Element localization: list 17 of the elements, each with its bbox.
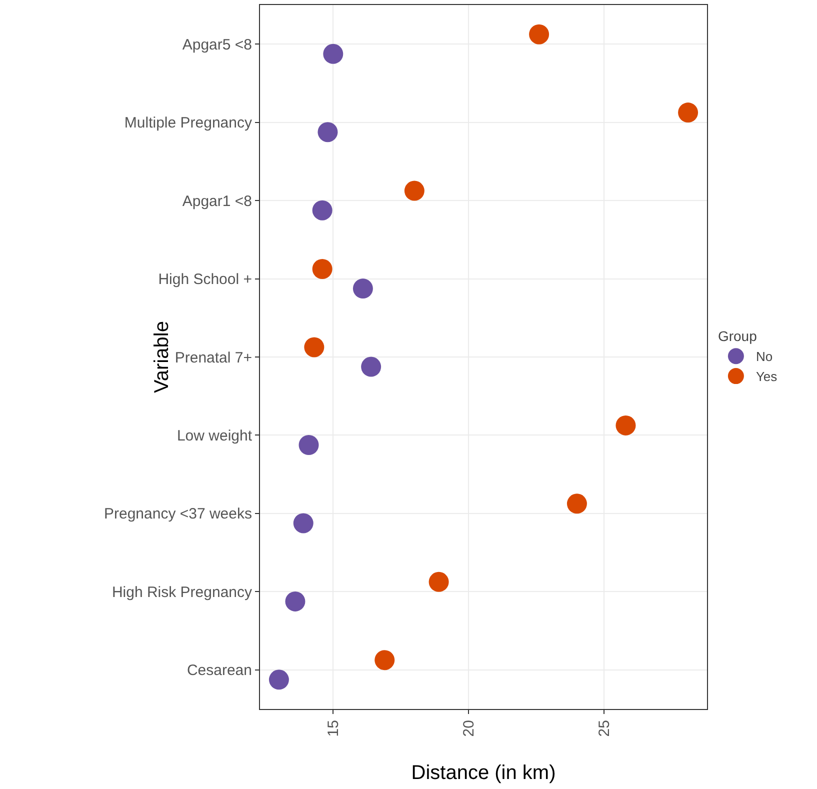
legend-title: Group xyxy=(718,328,758,344)
y-tick-label: Pregnancy <37 weeks xyxy=(104,506,252,523)
x-tick-label: 25 xyxy=(596,720,613,737)
x-tick-label: 20 xyxy=(460,720,478,737)
legend-label: Yes xyxy=(756,369,778,384)
y-tick-label: Multiple Pregnancy xyxy=(124,114,252,132)
x-axis-title: Distance (in km) xyxy=(411,762,556,784)
y-tick-label: High School + xyxy=(158,271,252,288)
y-tick-label: High Risk Pregnancy xyxy=(112,584,252,601)
y-tick-label: Apgar5 <8 xyxy=(182,36,252,54)
x-tick-label: 15 xyxy=(325,720,342,737)
y-axis-title: Variable xyxy=(150,321,173,393)
y-tick-label: Cesarean xyxy=(186,662,252,680)
legend-label: No xyxy=(756,349,773,364)
y-tick-label: Low weight xyxy=(176,427,253,444)
y-tick-label: Prenatal 7+ xyxy=(174,349,252,366)
y-tick-label: Apgar1 <8 xyxy=(182,192,252,210)
